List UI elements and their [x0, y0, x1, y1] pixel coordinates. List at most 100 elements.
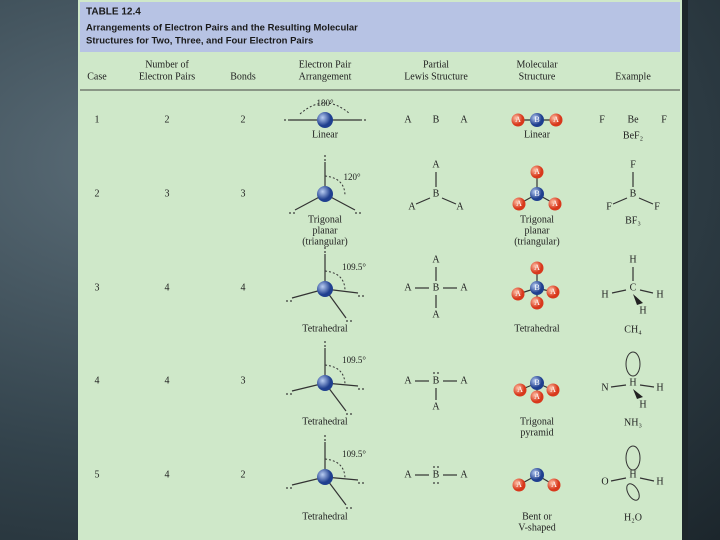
bond-line — [638, 197, 654, 205]
atom-sphere — [511, 113, 525, 127]
column-header: Structure — [519, 71, 556, 82]
bond-angle: 180° — [316, 98, 334, 108]
lone-pair-dot — [364, 119, 366, 121]
lewis-atom: A — [460, 469, 468, 480]
column-header: Molecular — [516, 59, 558, 70]
lone-pair-dot — [288, 119, 290, 121]
arrangement-label: (triangular) — [302, 236, 348, 247]
molecular-label: Tetrahedral — [514, 323, 560, 334]
atom-sphere — [530, 296, 544, 310]
example-atom: H — [629, 377, 636, 388]
molecule-atom: A — [552, 199, 558, 208]
bond-line — [415, 197, 431, 205]
panel-edge — [682, 0, 688, 540]
bond-line — [611, 289, 627, 294]
example-formula: CH₄ — [624, 324, 642, 335]
lone-pair-dot — [358, 295, 360, 297]
lone-pair-dot — [355, 212, 357, 214]
lone-pair-dot — [290, 300, 292, 302]
lone-pair-dot — [437, 466, 439, 468]
column-header: Electron Pairs — [139, 71, 195, 82]
case-number: 4 — [95, 375, 100, 386]
example-atom: H — [656, 476, 663, 487]
example-atom: F — [606, 201, 612, 212]
molecular-label: Linear — [524, 129, 551, 140]
lone-pair-dot — [362, 295, 364, 297]
example-atom: F — [654, 201, 660, 212]
bond-line — [612, 197, 628, 205]
bond-line — [610, 384, 627, 388]
atom-sphere — [530, 376, 544, 390]
molecule-atom: A — [516, 199, 522, 208]
bond-angle: 120° — [343, 172, 361, 182]
lone-pair-dot — [437, 372, 439, 374]
atom-sphere — [530, 281, 544, 295]
molecule-atom: B — [534, 470, 539, 479]
column-header: Bonds — [230, 71, 256, 82]
lewis-atom: A — [460, 114, 468, 125]
molecule-atom: A — [550, 287, 556, 296]
lone-pair-dot — [359, 212, 361, 214]
lone-pair-dot — [346, 320, 348, 322]
bond-line — [639, 477, 655, 482]
lone-pair-dot — [324, 247, 326, 249]
example-atom: C — [630, 282, 637, 293]
lone-pair-dot — [293, 212, 295, 214]
lewis-atom: A — [404, 114, 412, 125]
molecule-atom: B — [534, 378, 539, 387]
lone-pair-dot — [324, 159, 326, 161]
example-formula: BF₃ — [625, 215, 641, 226]
molecular-label: Trigonal — [520, 214, 554, 225]
arrangement-label: Tetrahedral — [302, 511, 348, 522]
bond-angle: 109.5° — [342, 449, 366, 459]
arrangement-label: Linear — [312, 129, 339, 140]
example-atom: O — [601, 476, 608, 487]
bond-count: 3 — [241, 375, 246, 386]
bond-count: 2 — [241, 469, 246, 480]
lone-pair-dot — [362, 482, 364, 484]
lewis-atom: B — [433, 469, 440, 480]
electron-pairs: 4 — [165, 375, 170, 386]
bond-count: 2 — [241, 114, 246, 125]
lone-pair-dot — [350, 320, 352, 322]
wedge-bond — [633, 294, 643, 305]
arrangement-label: planar — [313, 225, 339, 236]
atom-sphere — [512, 478, 526, 492]
atom-sphere — [317, 112, 333, 128]
lone-pair-dot — [286, 393, 288, 395]
atom-sphere — [511, 287, 525, 301]
example-atom: Be — [627, 114, 639, 125]
example-atom: H — [629, 254, 636, 265]
table-title: Arrangements of Electron Pairs and the R… — [86, 23, 358, 34]
molecular-label: Bent or — [522, 511, 552, 522]
lewis-atom: A — [404, 469, 412, 480]
bond-count: 3 — [241, 188, 246, 199]
lewis-atom: B — [433, 188, 440, 199]
molecule-atom: A — [516, 480, 522, 489]
column-header: Number of — [145, 59, 189, 70]
bond-count: 4 — [241, 282, 246, 293]
lone-pair-dot — [362, 388, 364, 390]
lewis-atom: A — [432, 309, 440, 320]
molecular-label: planar — [525, 225, 551, 236]
lone-pair-dot — [324, 251, 326, 253]
example-atom: B — [630, 188, 637, 199]
lewis-atom: A — [456, 201, 464, 212]
example-atom: H — [629, 469, 636, 480]
angle-arc — [299, 102, 351, 115]
angle-arc — [324, 364, 346, 386]
lewis-atom: B — [433, 114, 440, 125]
bond-line — [441, 197, 457, 205]
case-number: 5 — [95, 469, 100, 480]
atom-sphere — [530, 261, 544, 275]
atom-sphere — [513, 383, 527, 397]
angle-arc — [324, 175, 346, 197]
example-atom: N — [601, 382, 608, 393]
column-header: Example — [615, 71, 651, 82]
lone-pair-dot — [433, 482, 435, 484]
lewis-atom: A — [460, 375, 468, 386]
lone-pair-dot — [358, 482, 360, 484]
atom-sphere — [317, 469, 333, 485]
bond-angle: 109.5° — [342, 355, 366, 365]
